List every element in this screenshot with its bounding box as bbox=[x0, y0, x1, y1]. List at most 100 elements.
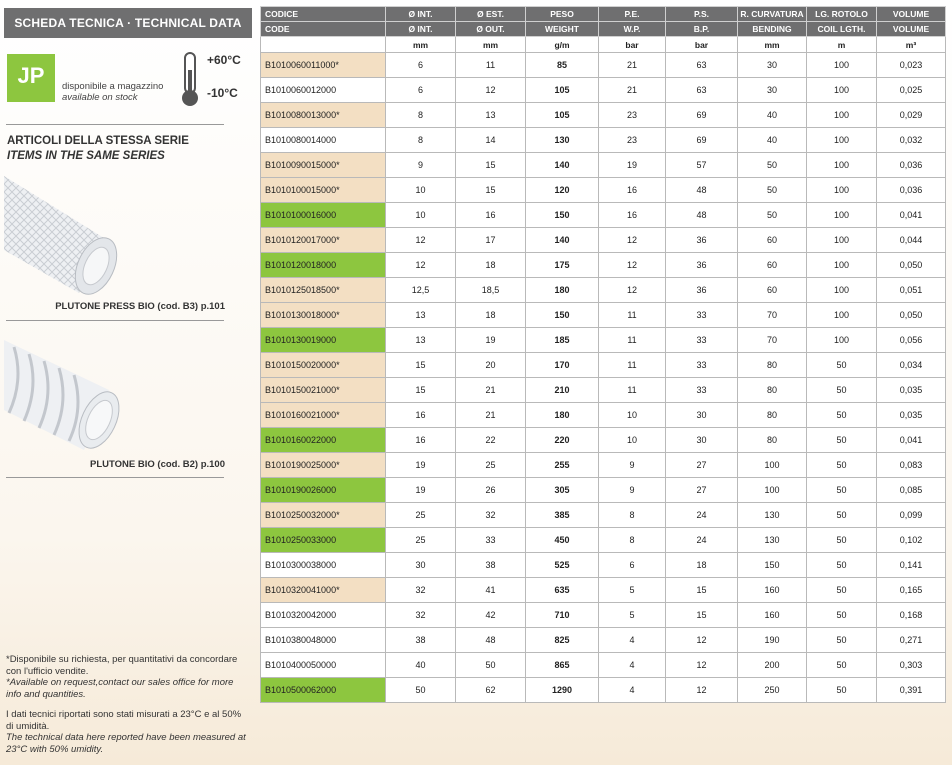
header-cell: g/m bbox=[525, 36, 599, 53]
value-cell: 23 bbox=[598, 127, 666, 153]
header-cell: Ø OUT. bbox=[455, 21, 526, 37]
value-cell: 11 bbox=[455, 52, 526, 78]
value-cell: 0,050 bbox=[876, 252, 946, 278]
value-cell: 80 bbox=[737, 427, 807, 453]
value-cell: 220 bbox=[525, 427, 599, 453]
value-cell: 24 bbox=[665, 502, 738, 528]
value-cell: 30 bbox=[737, 77, 807, 103]
header-cell: VOLUME bbox=[876, 6, 946, 22]
value-cell: 50 bbox=[806, 527, 877, 553]
value-cell: 8 bbox=[385, 127, 456, 153]
value-cell: 12 bbox=[598, 277, 666, 303]
tube-image bbox=[4, 176, 118, 295]
value-cell: 33 bbox=[665, 377, 738, 403]
header-cell: P.S. bbox=[665, 6, 738, 22]
value-cell: 50 bbox=[385, 677, 456, 703]
header-row: mm mm g/m bar bar mm m m³ bbox=[260, 36, 946, 53]
footnote: *Disponibile su richiesta, per quantitat… bbox=[6, 654, 246, 700]
product-caption: PLUTONE PRESS BIO (cod. B3) p.101 bbox=[55, 301, 225, 312]
value-cell: 0,050 bbox=[876, 302, 946, 328]
value-cell: 0,051 bbox=[876, 277, 946, 303]
value-cell: 170 bbox=[525, 352, 599, 378]
value-cell: 25 bbox=[455, 452, 526, 478]
code-cell: B1010060011000* bbox=[260, 52, 386, 78]
header-cell: Ø INT. bbox=[385, 21, 456, 37]
data-row: B1010300038000 30 38 525 6 18 150 50 0,141 bbox=[260, 552, 946, 578]
value-cell: 15 bbox=[665, 602, 738, 628]
header-cell: mm bbox=[385, 36, 456, 53]
code-cell: B1010320042000 bbox=[260, 602, 386, 628]
value-cell: 24 bbox=[665, 527, 738, 553]
value-cell: 100 bbox=[806, 277, 877, 303]
value-cell: 50 bbox=[806, 627, 877, 653]
value-cell: 0,044 bbox=[876, 227, 946, 253]
value-cell: 60 bbox=[737, 227, 807, 253]
value-cell: 160 bbox=[737, 602, 807, 628]
data-row: B1010150020000* 15 20 170 11 33 80 50 0,034 bbox=[260, 352, 946, 378]
value-cell: 57 bbox=[665, 152, 738, 178]
value-cell: 100 bbox=[737, 452, 807, 478]
value-cell: 100 bbox=[737, 477, 807, 503]
header-row: CODE Ø INT. Ø OUT. WEIGHT W.P. B.P. BENDING COI… bbox=[260, 21, 946, 37]
data-row: B1010150021000* 15 21 210 11 33 80 50 0,035 bbox=[260, 377, 946, 403]
value-cell: 0,036 bbox=[876, 177, 946, 203]
temp-max: +60°C bbox=[207, 53, 241, 67]
value-cell: 10 bbox=[598, 402, 666, 428]
code-cell: B1010400050000 bbox=[260, 652, 386, 678]
value-cell: 150 bbox=[525, 302, 599, 328]
value-cell: 8 bbox=[598, 527, 666, 553]
value-cell: 11 bbox=[598, 352, 666, 378]
header-cell: PESO bbox=[525, 6, 599, 22]
value-cell: 18 bbox=[455, 252, 526, 278]
value-cell: 17 bbox=[455, 227, 526, 253]
value-cell: 9 bbox=[385, 152, 456, 178]
value-cell: 22 bbox=[455, 427, 526, 453]
header-cell: bar bbox=[665, 36, 738, 53]
value-cell: 32 bbox=[385, 602, 456, 628]
data-row: B1010060011000* 6 11 85 21 63 30 100 0,023 bbox=[260, 52, 946, 78]
value-cell: 63 bbox=[665, 52, 738, 78]
header-cell: Ø EST. bbox=[455, 6, 526, 22]
sidebar-title: SCHEDA TECNICA · TECHNICAL DATA bbox=[4, 8, 252, 38]
value-cell: 50 bbox=[737, 177, 807, 203]
value-cell: 21 bbox=[455, 377, 526, 403]
value-cell: 19 bbox=[385, 477, 456, 503]
data-row: B1010190025000* 19 25 255 9 27 100 50 0,083 bbox=[260, 452, 946, 478]
code-cell: B1010080013000* bbox=[260, 102, 386, 128]
value-cell: 200 bbox=[737, 652, 807, 678]
value-cell: 0,165 bbox=[876, 577, 946, 603]
value-cell: 0,023 bbox=[876, 52, 946, 78]
header-cell: LG. ROTOLO bbox=[806, 6, 877, 22]
value-cell: 27 bbox=[665, 477, 738, 503]
series-it: ARTICOLI DELLA STESSA SERIE bbox=[7, 135, 189, 147]
data-row: B1010250033000 25 33 450 8 24 130 50 0,102 bbox=[260, 527, 946, 553]
tube-image bbox=[4, 340, 120, 450]
value-cell: 8 bbox=[598, 502, 666, 528]
value-cell: 105 bbox=[525, 102, 599, 128]
data-row: B1010130018000* 13 18 150 11 33 70 100 0,050 bbox=[260, 302, 946, 328]
value-cell: 50 bbox=[806, 552, 877, 578]
value-cell: 16 bbox=[455, 202, 526, 228]
note-en: *Available on request,contact our sales … bbox=[6, 677, 234, 700]
separator bbox=[6, 320, 224, 321]
value-cell: 60 bbox=[737, 277, 807, 303]
value-cell: 0,271 bbox=[876, 627, 946, 653]
header-cell: CODICE bbox=[260, 6, 386, 22]
code-cell: B1010100016000 bbox=[260, 202, 386, 228]
value-cell: 80 bbox=[737, 402, 807, 428]
header-cell: B.P. bbox=[665, 21, 738, 37]
thermometer bbox=[182, 52, 198, 106]
code-cell: B1010130018000* bbox=[260, 302, 386, 328]
value-cell: 150 bbox=[525, 202, 599, 228]
value-cell: 150 bbox=[737, 552, 807, 578]
value-cell: 185 bbox=[525, 327, 599, 353]
value-cell: 9 bbox=[598, 477, 666, 503]
value-cell: 23 bbox=[598, 102, 666, 128]
value-cell: 0,032 bbox=[876, 127, 946, 153]
value-cell: 63 bbox=[665, 77, 738, 103]
sidebar: SCHEDA TECNICA · TECHNICAL DATA JP dispo… bbox=[0, 0, 252, 765]
value-cell: 525 bbox=[525, 552, 599, 578]
value-cell: 180 bbox=[525, 402, 599, 428]
value-cell: 130 bbox=[737, 527, 807, 553]
stock-en: available on stock bbox=[62, 92, 138, 103]
